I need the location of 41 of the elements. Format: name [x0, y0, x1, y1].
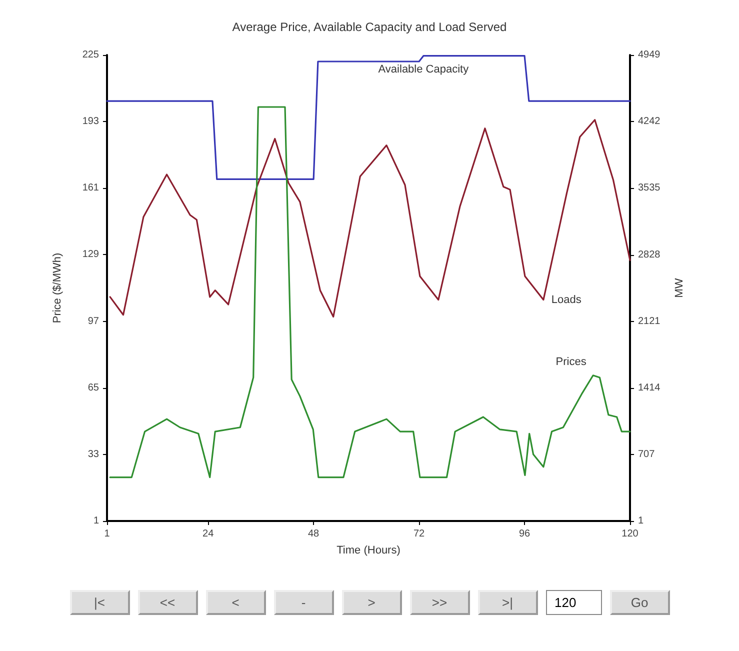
y2-tick-label: 3535: [638, 182, 661, 194]
y2-tick-label: 707: [638, 449, 656, 460]
x-tick-label: 24: [202, 528, 214, 540]
series-label: Prices: [556, 356, 587, 368]
y-tick-label: 225: [82, 50, 100, 60]
x-tick-label: 48: [308, 528, 320, 540]
y2-tick-label: 4949: [638, 50, 661, 60]
hour-field: 120: [546, 590, 602, 615]
x-tick-label: 72: [413, 528, 426, 540]
y-tick-label: 33: [88, 448, 100, 460]
y2-axis-title: MW: [674, 278, 686, 298]
y-tick-label: 193: [82, 116, 100, 128]
nav-button: >: [342, 590, 402, 615]
nav-button: <: [206, 590, 266, 615]
y2-tick-label: 1: [638, 516, 644, 526]
x-tick-label: 96: [518, 528, 531, 540]
y-tick-label: 129: [82, 249, 100, 260]
nav-button: >|: [478, 590, 538, 615]
line-series: [109, 119, 631, 318]
line-series: [109, 106, 631, 478]
y2-tick-label: 4242: [638, 116, 661, 128]
y-tick-label: 1: [93, 516, 100, 526]
y-tick-label: 65: [88, 382, 100, 394]
nav-button: >>: [410, 590, 470, 615]
y2-tick-label: 2828: [638, 249, 661, 260]
y-tick-label: 161: [82, 182, 100, 194]
nav-button: <<: [138, 590, 198, 615]
y2-tick-label: 2121: [638, 316, 661, 327]
y-tick-label: 97: [88, 316, 100, 327]
series-label: Loads: [551, 294, 582, 306]
nav-button: -: [274, 590, 334, 615]
y-axis-title: Price ($/MWh): [52, 252, 64, 324]
line-series: [106, 55, 631, 180]
x-tick-label: 120: [622, 528, 639, 540]
x-tick-label: 1: [104, 528, 110, 540]
series-label: Available Capacity: [378, 63, 470, 76]
y2-tick-label: 1414: [638, 382, 661, 394]
x-axis-title: Time (Hours): [336, 544, 400, 556]
nav-button: Go: [610, 590, 670, 615]
chart-title: Average Price, Available Capacity and Load Served: [232, 20, 507, 34]
nav-button: |<: [70, 590, 130, 615]
